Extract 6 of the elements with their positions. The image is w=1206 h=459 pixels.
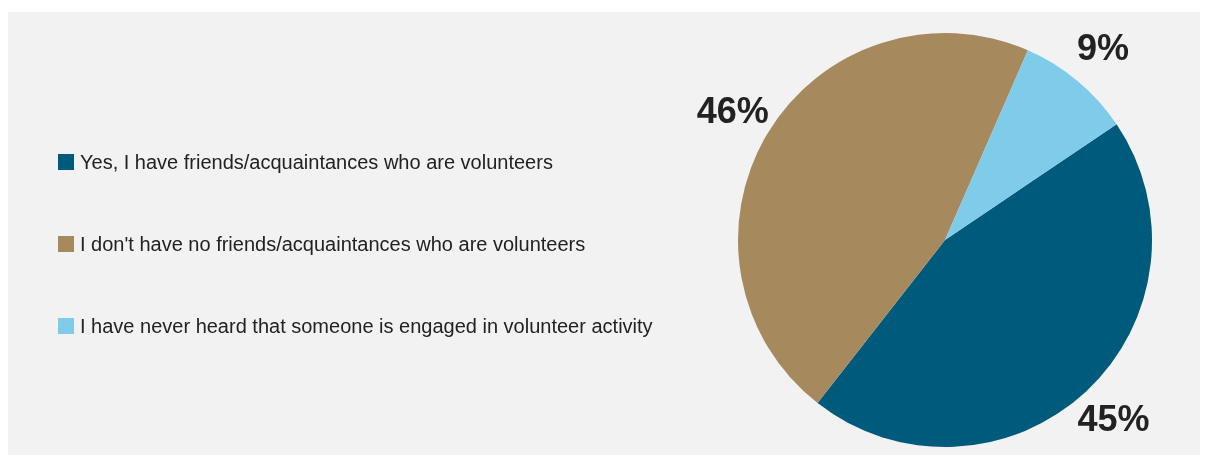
data-label: 46% [696,90,769,132]
legend-label: I have never heard that someone is engaged in volunteer activity [80,314,653,338]
data-label: 45% [1077,397,1150,439]
legend-label: I don't have no friends/acquaintances who are volunteers [80,232,586,256]
legend-label: Yes, I have friends/acquaintances who are volunteers [80,150,553,174]
data-label: 9% [1077,27,1130,69]
